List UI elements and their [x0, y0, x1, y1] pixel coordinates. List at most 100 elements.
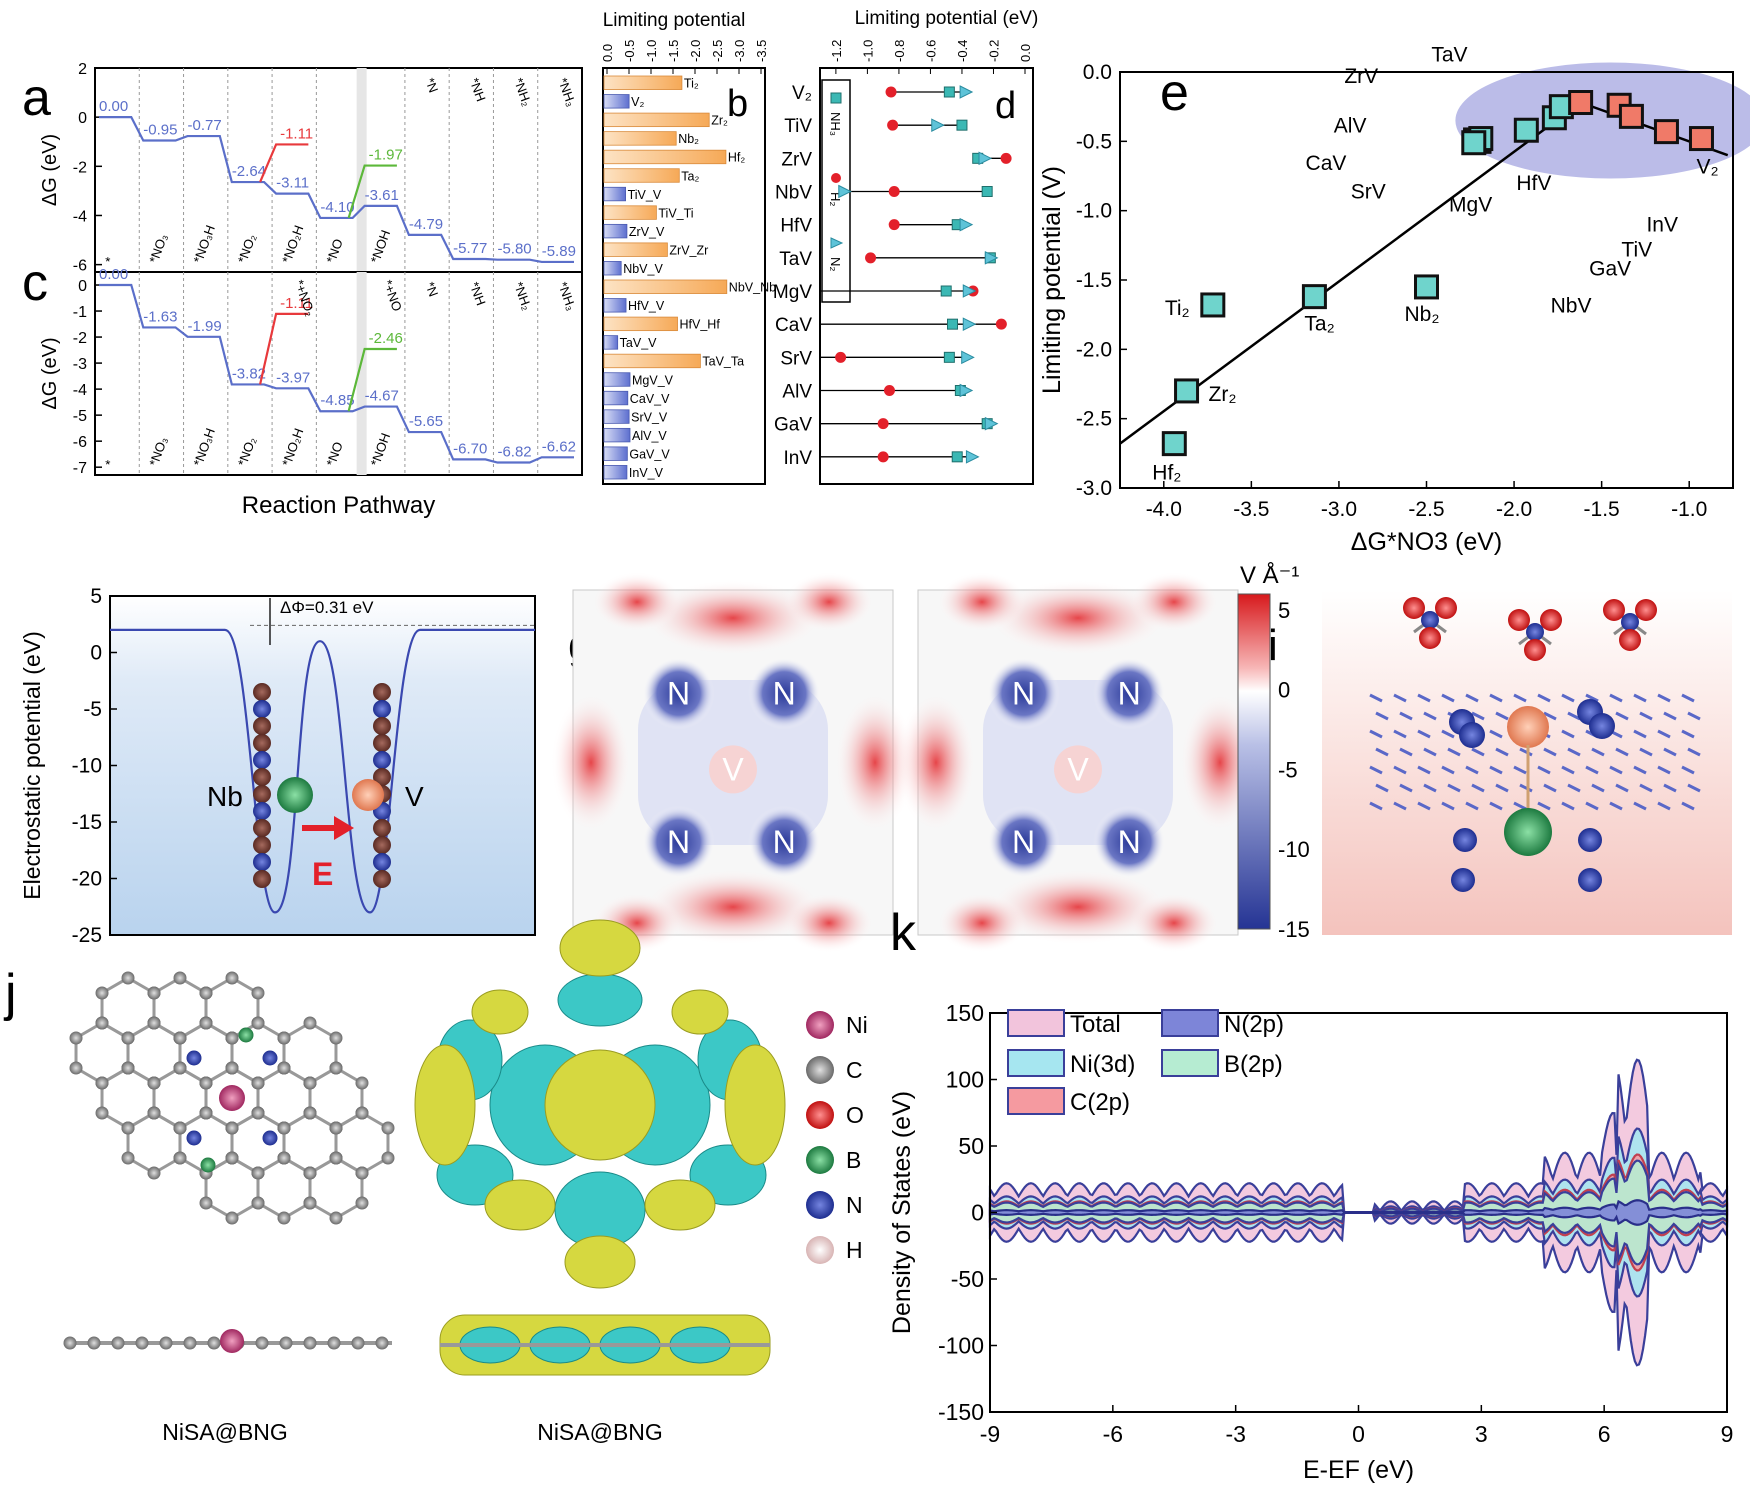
chain-atom	[253, 836, 271, 854]
marker-triangle	[984, 251, 999, 265]
field-vector	[1537, 801, 1551, 811]
branch-green	[347, 347, 397, 412]
marker-triangle	[962, 317, 977, 331]
carbon-atom	[251, 1196, 265, 1210]
field-vector	[1609, 693, 1623, 703]
side-carbon-atom	[207, 1336, 221, 1350]
carbon-atom	[173, 1151, 187, 1165]
carbon-atom	[199, 1016, 213, 1030]
x-tick-label: -2.0	[1496, 498, 1532, 521]
field-vector	[1417, 801, 1431, 811]
carbon-atom	[303, 1166, 317, 1180]
graphene-ring	[126, 1111, 182, 1175]
step-label-top: *NH	[466, 76, 488, 104]
colorbar-tick: 5	[1278, 598, 1290, 623]
step-label: *NO₂H	[279, 426, 306, 468]
side-carbon-atom	[63, 1336, 77, 1350]
carbon-atom	[147, 1166, 161, 1180]
n-site	[642, 657, 715, 730]
n-atom-lower	[1451, 868, 1475, 892]
no3-o-atom	[1619, 629, 1641, 651]
positive-region	[1129, 893, 1219, 953]
energy-label: -4.79	[409, 216, 443, 233]
energy-label: -2.64	[232, 163, 266, 180]
y-tick-label: -50	[951, 1266, 984, 1292]
bar-label: AlV_V	[632, 429, 667, 443]
chart-title: Limiting potential (eV)	[855, 8, 1039, 29]
y-tick-label: -7	[73, 460, 87, 477]
carbon-atom	[251, 1106, 265, 1120]
colorbar-tick: 0	[1278, 678, 1290, 703]
charge-accumulation-lobe	[544, 1049, 656, 1161]
carbon-atom	[173, 1061, 187, 1075]
bar-label: TaV_Ta	[702, 355, 744, 369]
y-tick-label: -2.0	[1076, 338, 1112, 361]
positive-region	[937, 572, 1027, 632]
panel-letter-e: e	[1160, 64, 1189, 122]
x-tick-label: -1.0	[860, 40, 875, 62]
field-vector	[1681, 729, 1695, 739]
legend-label: Total	[1070, 1011, 1121, 1038]
panel-h-heatmap: N N V N N	[896, 572, 1260, 953]
marker-circle	[877, 451, 889, 463]
carbon-atom	[147, 1106, 161, 1120]
y-tick-label: -3.0	[1076, 477, 1112, 500]
field-vector	[1399, 711, 1413, 721]
colorbar-title: V Å⁻¹	[1240, 561, 1299, 589]
energy-label: -5.77	[453, 240, 487, 257]
side-carbon-atom	[351, 1336, 365, 1350]
bar	[603, 390, 629, 406]
field-vector	[1585, 801, 1599, 811]
charge-accumulation-lobe	[671, 989, 729, 1035]
marker-circle	[877, 418, 889, 430]
y-tick-label: -3	[73, 356, 87, 373]
carbon-atom	[121, 1121, 135, 1135]
legend-atom	[806, 1056, 834, 1084]
bar	[603, 242, 668, 257]
field-vector	[1543, 783, 1557, 793]
highlight-band	[356, 272, 367, 475]
positive-region	[937, 893, 1027, 953]
y-tick-label: -100	[938, 1333, 984, 1359]
graphene-ring	[308, 1156, 364, 1220]
carbon-atom	[173, 1121, 187, 1135]
bar	[603, 75, 683, 90]
v-site	[709, 745, 757, 794]
field-vector	[1399, 747, 1413, 757]
y-axis-title: Density of States (eV)	[888, 1091, 916, 1334]
energy-label: -3.61	[365, 187, 399, 204]
x-tick-label: -0.2	[986, 40, 1001, 62]
marker-triangle	[984, 416, 999, 431]
carbon-atom	[225, 1061, 239, 1075]
legend-label: N(2p)	[1224, 1011, 1284, 1038]
category-label: GaV	[774, 415, 812, 436]
point-label: MgV	[1449, 193, 1492, 216]
n-atom	[1589, 713, 1615, 739]
step-label-top: *NH₂	[511, 76, 535, 108]
chain-atom	[253, 785, 271, 803]
y-axis-title: ΔG (eV)	[39, 134, 61, 206]
y-tick-label: -1.5	[1076, 269, 1112, 292]
field-vector	[1417, 693, 1431, 703]
bar-label: Ta₂	[681, 169, 699, 183]
positive-region	[784, 572, 874, 632]
bar-label: HfV_V	[628, 299, 665, 313]
field-vector	[1591, 783, 1605, 793]
field-vector	[1561, 765, 1575, 775]
site-label: N	[773, 676, 796, 712]
step-label-top: *N	[422, 280, 441, 299]
point-label: Zr₂	[1209, 383, 1237, 406]
field-vector	[1615, 747, 1629, 757]
field-vector	[1465, 765, 1479, 775]
y-tick-label: -10	[72, 755, 102, 778]
carbon-atom	[277, 1211, 291, 1225]
bar	[603, 261, 622, 276]
field-vector	[1447, 783, 1461, 793]
positive-region	[835, 692, 915, 833]
chain-atom	[253, 802, 271, 820]
y-tick-label: 0	[90, 642, 102, 665]
category-label: TiV	[784, 116, 812, 137]
charge-accumulation-lobe	[484, 1179, 556, 1231]
point	[1200, 292, 1226, 318]
